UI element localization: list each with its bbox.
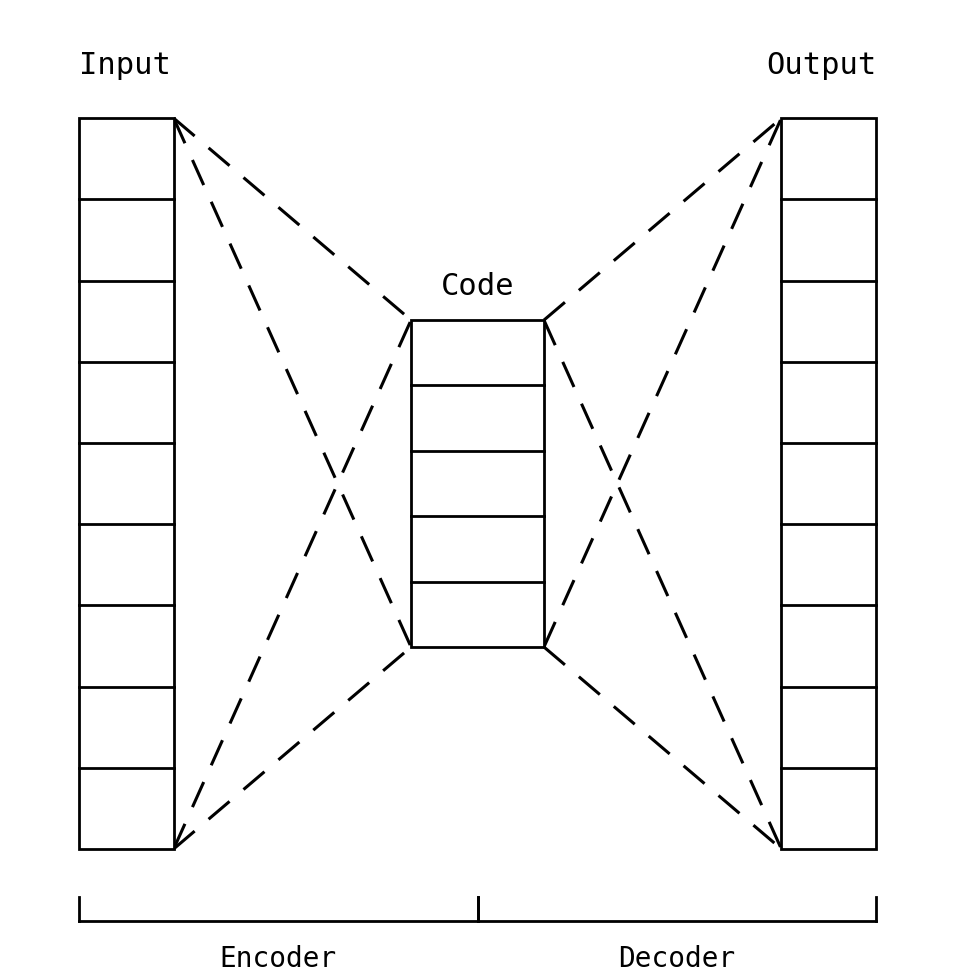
Text: Encoder: Encoder [220, 945, 337, 973]
Text: Decoder: Decoder [618, 945, 735, 973]
Text: Input: Input [78, 51, 171, 79]
Text: Output: Output [766, 51, 877, 79]
Bar [781, 119, 877, 849]
Text: Code: Code [441, 271, 514, 301]
Bar [411, 320, 544, 647]
Bar [78, 119, 174, 849]
